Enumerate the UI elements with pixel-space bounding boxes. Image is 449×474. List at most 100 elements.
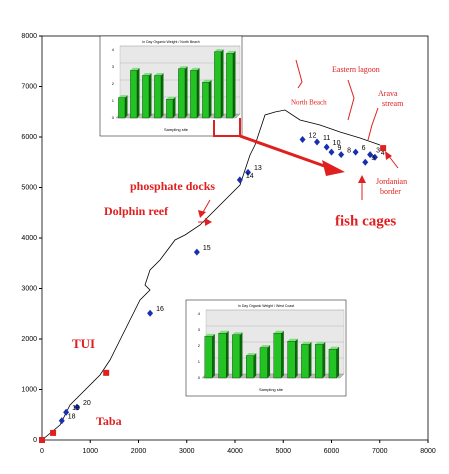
bar-side [336,346,340,378]
station-label: 3 [376,148,380,155]
bar-top [232,332,243,335]
bar [214,51,222,119]
station-marker [367,151,374,159]
bar-side [322,341,326,378]
bar-side [267,345,271,378]
x-tick-label: 3000 [179,448,195,455]
station-label: 9 [338,145,342,152]
y-tick-label: 3000 [21,285,37,292]
annotation: North Beach [291,99,327,107]
bar-top [142,73,152,76]
y-tick-label: 0 [33,437,37,444]
bar-side [161,73,164,118]
bar [202,82,210,119]
annotation: Arava stream [378,89,404,108]
x-tick-label: 0 [40,448,44,455]
arrows [198,59,399,226]
bar-side [239,332,243,378]
station-marker [63,408,70,416]
bar-top [178,66,188,69]
bar-top [118,95,128,98]
annotation: Dolphin reef [104,204,169,218]
station-label: 16 [156,306,164,313]
bar-side [281,330,284,378]
station-marker [371,153,378,161]
station-label: 15 [203,245,211,252]
bar [328,349,337,379]
bar-side [185,66,188,118]
bar [259,347,268,379]
bar [218,333,227,379]
x-tick-label: 7000 [372,448,388,455]
bar-side [137,67,140,118]
bar-side [221,49,224,119]
station-marker [314,138,321,146]
station-label: 11 [323,135,330,142]
bar [301,344,310,379]
bar-side [308,341,312,378]
x-tick-label: 6000 [324,448,340,455]
station-marker [245,168,252,176]
bar-side [173,96,176,118]
bar-top [218,330,229,334]
bar [273,333,282,379]
inset-y-tick-label: 3 [198,327,201,332]
inset-y-tick-label: 1 [198,359,201,364]
bar-top [154,73,164,76]
station-marker [193,248,200,256]
station-label: 10 [333,140,341,147]
station-marker [352,148,359,156]
bar-top [246,353,257,356]
bar [232,334,241,379]
x-tick-label: 5000 [275,448,291,455]
bar [142,75,150,119]
bar [246,355,254,379]
inset-chart: In Day Organic Weight / West Coast 0 1 2 3 4 S… [185,299,347,397]
station-label: 13 [254,165,262,172]
x-tick-label: 1000 [82,448,98,455]
station-label: 20 [83,400,91,407]
x-tick-label: 8000 [420,448,436,455]
bar-top [315,341,326,345]
station-marker [299,136,306,144]
bar [178,68,186,119]
station-marker [147,309,154,317]
station-marker [58,417,65,425]
inset-chart: In Day Organic Weight / North Beach 0 1 2 3 4… [99,35,243,137]
site-marker [50,429,57,436]
inset-y-tick-label: 3 [112,64,115,69]
site-marker [103,369,110,376]
station-label: 19 [72,405,80,412]
station-label: 6 [362,145,366,152]
station-marker [236,176,243,184]
annotation: fish cages [335,213,396,229]
station-marker [338,151,345,159]
station-label: 8 [347,148,351,155]
bar-top [301,341,312,345]
bar-top [328,346,340,350]
annotation: Taba [96,414,122,428]
bar-top [259,345,271,348]
inset-title: In Day Organic Weight / West Coast [238,304,294,308]
inset-x-label: Sampling site [259,387,284,392]
station-marker [362,158,369,166]
bar-top [204,333,215,337]
bar [130,70,138,119]
bar-top [130,67,140,71]
bar [204,336,213,379]
bar-side [149,73,152,118]
bar-top [190,67,200,71]
bar-side [212,333,215,378]
bar-side [253,353,257,378]
bar-side [209,79,212,118]
annotation: phosphate docks [130,179,215,193]
bar [118,97,126,119]
site-marker [380,145,387,152]
inset-y-tick-label: 4 [112,47,115,52]
station-marker [323,143,330,151]
station-label: 5 [371,155,375,162]
station-label: 4 [381,150,385,157]
bar [154,75,162,119]
